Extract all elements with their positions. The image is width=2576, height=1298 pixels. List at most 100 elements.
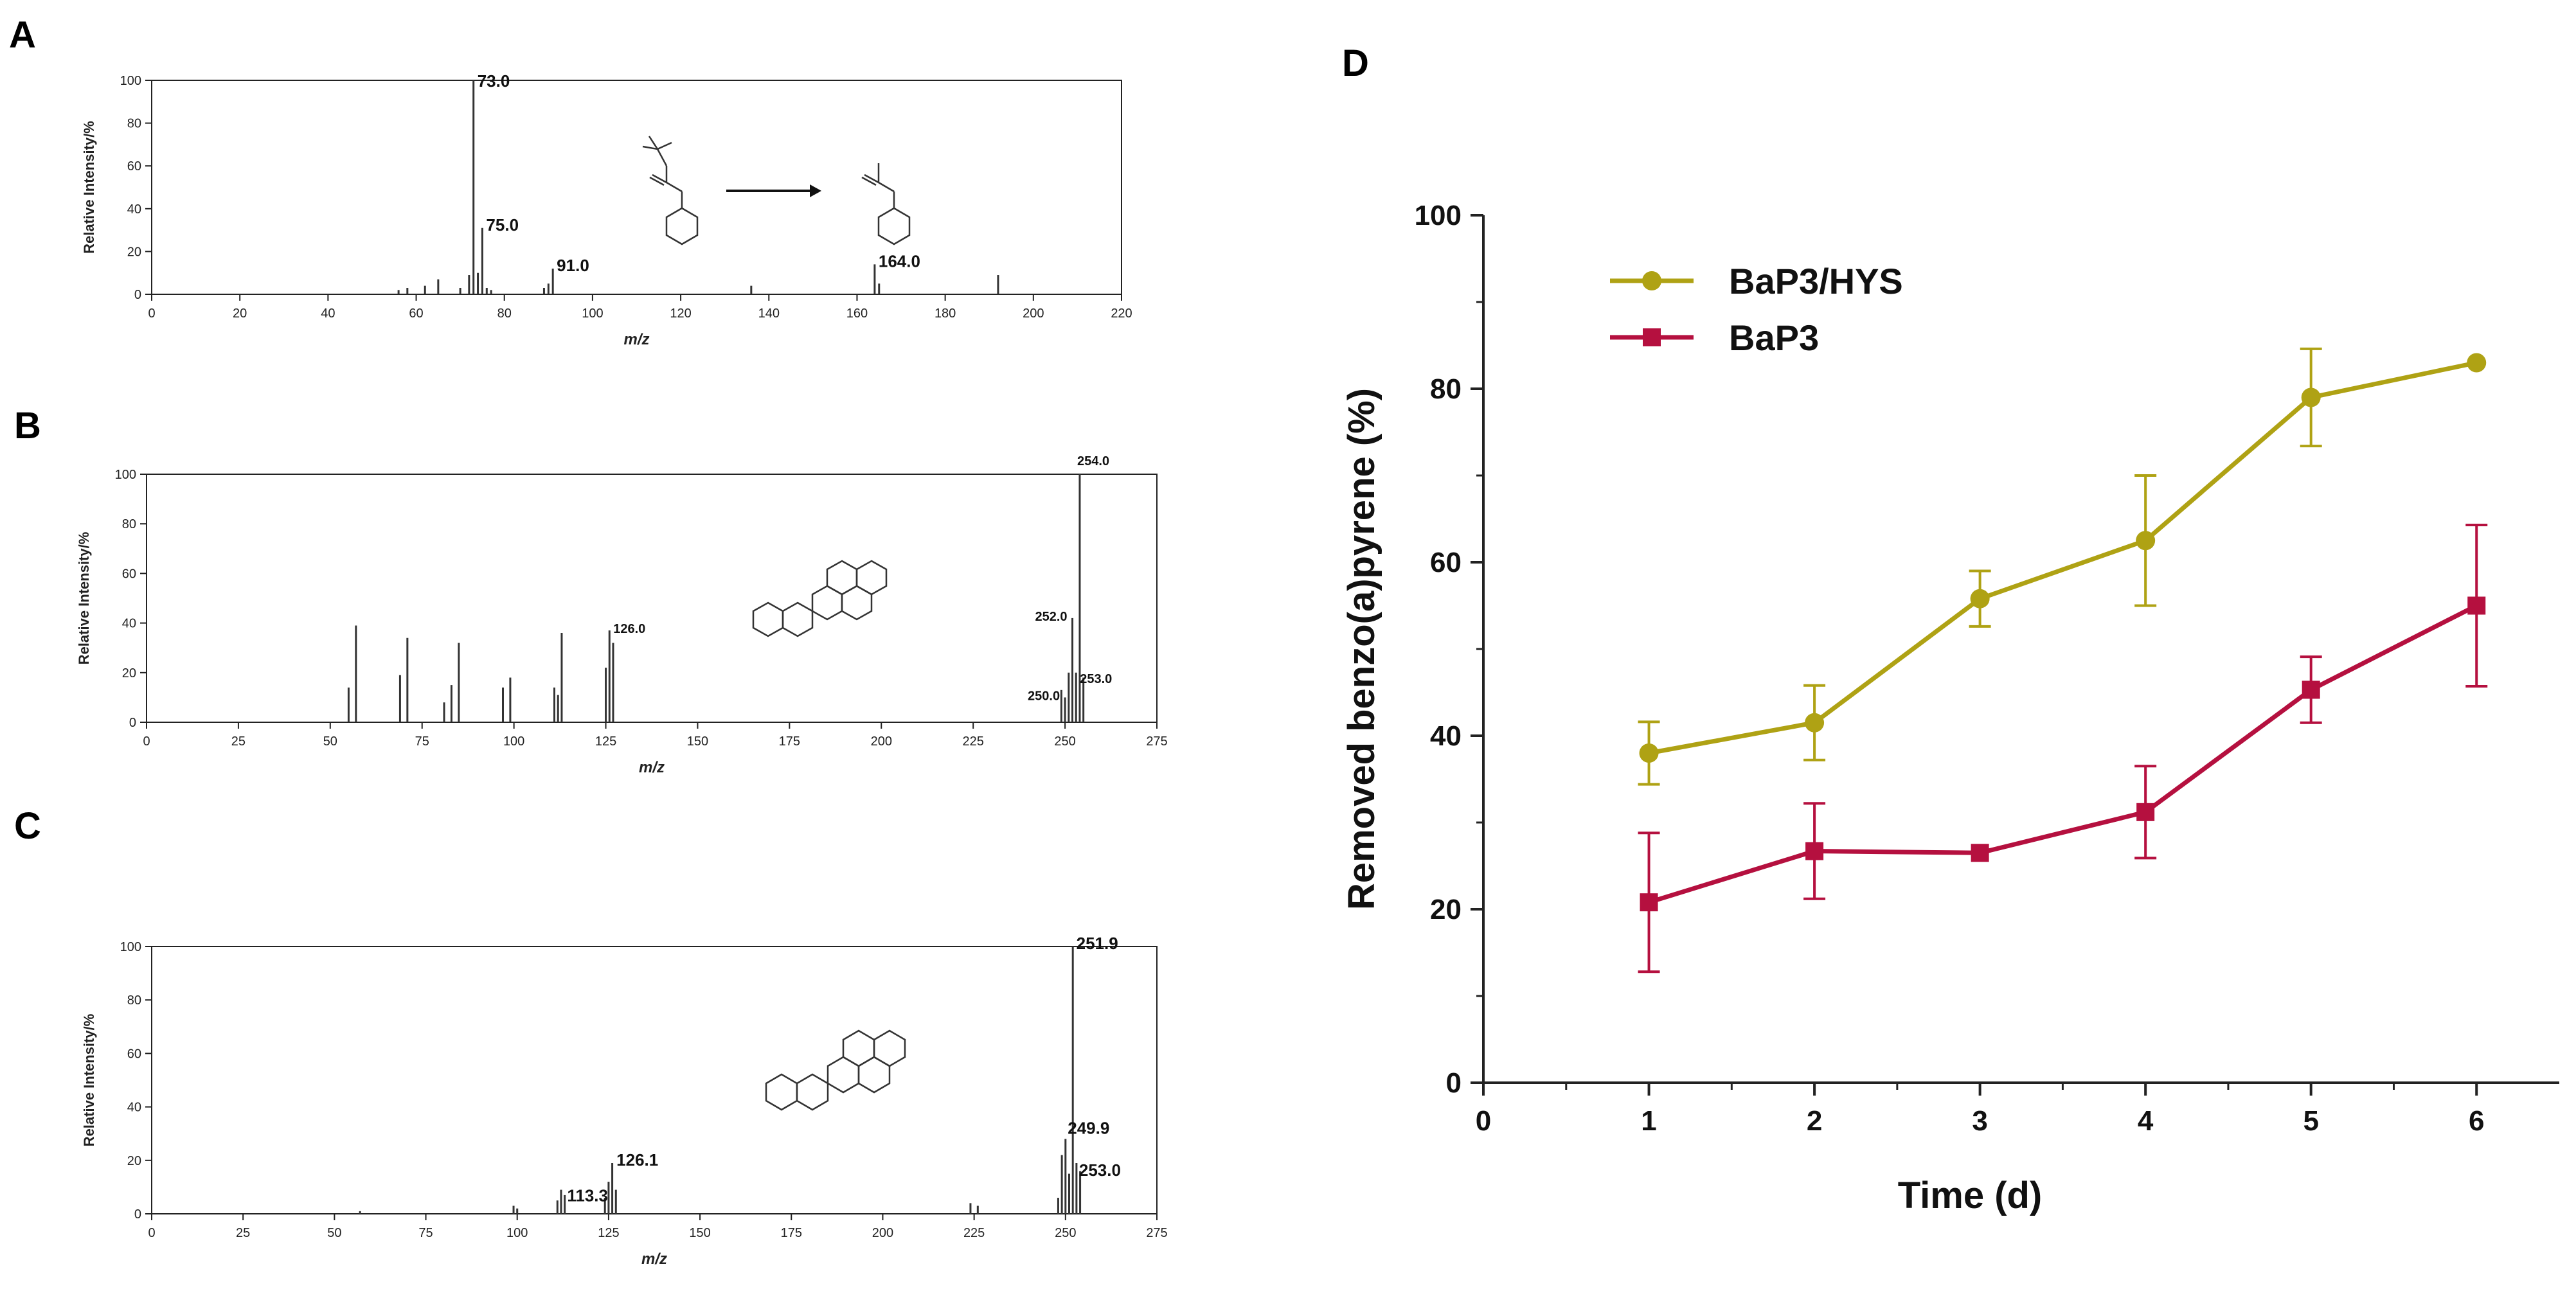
x-tick-label: 6 xyxy=(2469,1105,2484,1137)
structure-b xyxy=(752,560,888,637)
x-tick-label: 3 xyxy=(1972,1105,1987,1137)
y-axis-title: Relative Intensity/% xyxy=(76,532,92,665)
peak-label: 251.9 xyxy=(1077,934,1118,953)
x-tick-label: 75 xyxy=(415,734,429,749)
x-tick-label: 40 xyxy=(321,307,335,321)
data-point xyxy=(2302,680,2320,699)
y-tick-label: 0 xyxy=(1446,1067,1462,1099)
peak-label: 126.1 xyxy=(616,1150,658,1169)
peak-label: 73.0 xyxy=(478,71,510,91)
x-tick-label: 20 xyxy=(233,307,247,321)
series-line xyxy=(1648,360,2477,756)
legend-label: BaP3/HYS xyxy=(1729,261,1903,301)
structure-a-reactant xyxy=(642,136,699,245)
x-tick-label: 250 xyxy=(1055,1226,1076,1240)
x-tick-label: 25 xyxy=(236,1226,250,1240)
y-tick-label: 80 xyxy=(127,117,141,131)
y-tick-label: 40 xyxy=(122,617,136,631)
y-tick-label: 20 xyxy=(1430,894,1462,925)
data-point xyxy=(1971,844,1989,862)
peak-label: 113.3 xyxy=(567,1186,608,1205)
x-axis-title: m/z xyxy=(639,759,665,776)
x-tick-label: 225 xyxy=(963,1226,985,1240)
x-tick-label: 50 xyxy=(323,734,337,749)
plot-frame-b xyxy=(146,474,1158,723)
x-tick-label: 50 xyxy=(327,1226,341,1240)
y-tick-label: 20 xyxy=(127,1154,141,1168)
y-axis-title: Relative Intensity/% xyxy=(81,1014,97,1147)
data-point xyxy=(1805,713,1825,733)
peak-label: 250.0 xyxy=(1028,689,1060,703)
legend-marker xyxy=(1642,271,1661,290)
x-tick-label: 140 xyxy=(758,307,780,321)
panel-label-d: D xyxy=(1342,42,1369,84)
x-tick-label: 0 xyxy=(148,307,155,321)
x-tick-label: 250 xyxy=(1054,734,1075,749)
x-tick-label: 4 xyxy=(2138,1105,2154,1137)
x-tick-label: 220 xyxy=(1111,307,1132,321)
x-tick-label: 80 xyxy=(497,307,512,321)
y-tick-label: 100 xyxy=(115,468,136,482)
y-tick-label: 20 xyxy=(127,245,141,259)
y-tick-label: 60 xyxy=(127,159,141,173)
y-tick-label: 80 xyxy=(1430,373,1462,405)
series-bap3 xyxy=(1638,523,2488,974)
data-point xyxy=(1970,589,1990,609)
peak-label: 252.0 xyxy=(1035,610,1067,624)
panel-label-c: C xyxy=(14,805,41,847)
y-axis-title: Relative Intensity/% xyxy=(81,121,97,254)
x-axis-title: m/z xyxy=(623,331,649,348)
structure-a-product xyxy=(861,163,911,245)
legend-marker xyxy=(1643,328,1661,346)
data-point xyxy=(2136,531,2156,551)
x-tick-label: 0 xyxy=(148,1226,155,1240)
x-tick-label: 275 xyxy=(1146,1226,1167,1240)
y-tick-label: 0 xyxy=(129,716,136,730)
legend-label: BaP3 xyxy=(1729,317,1819,358)
y-tick-label: 60 xyxy=(1430,547,1462,578)
x-axis-title: Time (d) xyxy=(1898,1175,2043,1216)
x-tick-label: 75 xyxy=(418,1226,433,1240)
y-tick-label: 80 xyxy=(122,517,136,531)
x-tick-label: 180 xyxy=(935,307,956,321)
y-tick-label: 60 xyxy=(122,567,136,581)
y-tick-label: 60 xyxy=(127,1047,141,1061)
data-point xyxy=(2467,596,2486,615)
y-tick-label: 0 xyxy=(134,288,141,302)
panel-label-b: B xyxy=(14,405,41,447)
data-point xyxy=(2467,353,2487,373)
data-point xyxy=(1805,842,1824,860)
spectrum-c: 0 25 50 75 100 125 150 175 200 225 250 275 0 20 40 60 80… xyxy=(81,934,1168,1268)
series-bap3-hys xyxy=(1638,347,2487,786)
peak-label: 164.0 xyxy=(879,251,920,271)
x-tick-label: 5 xyxy=(2303,1105,2318,1137)
x-tick-label: 175 xyxy=(781,1226,802,1240)
x-tick-label: 0 xyxy=(1476,1105,1491,1137)
peak-label: 253.0 xyxy=(1080,672,1112,686)
x-tick-label: 160 xyxy=(846,307,868,321)
x-tick-label: 0 xyxy=(143,734,150,749)
x-tick-label: 100 xyxy=(506,1226,528,1240)
reaction-arrow xyxy=(726,184,821,197)
x-tick-label: 200 xyxy=(872,1226,893,1240)
peak-label: 254.0 xyxy=(1077,454,1109,468)
x-tick-label: 175 xyxy=(779,734,800,749)
x-tick-label: 275 xyxy=(1146,734,1167,749)
peak-label: 126.0 xyxy=(613,622,645,636)
y-tick-label: 0 xyxy=(134,1207,141,1222)
data-point xyxy=(1639,743,1659,763)
x-tick-label: 1 xyxy=(1641,1105,1656,1137)
x-tick-label: 100 xyxy=(582,307,603,321)
x-tick-label: 25 xyxy=(231,734,246,749)
y-tick-label: 40 xyxy=(127,1101,141,1115)
data-point xyxy=(2301,387,2321,407)
x-axis-title: m/z xyxy=(641,1250,667,1268)
x-tick-label: 2 xyxy=(1807,1105,1822,1137)
x-tick-label: 100 xyxy=(503,734,524,749)
peak-label: 253.0 xyxy=(1079,1160,1121,1180)
y-tick-label: 80 xyxy=(127,993,141,1008)
y-tick-label: 20 xyxy=(122,666,136,680)
data-point xyxy=(2136,803,2155,821)
series-line xyxy=(1648,603,2478,905)
